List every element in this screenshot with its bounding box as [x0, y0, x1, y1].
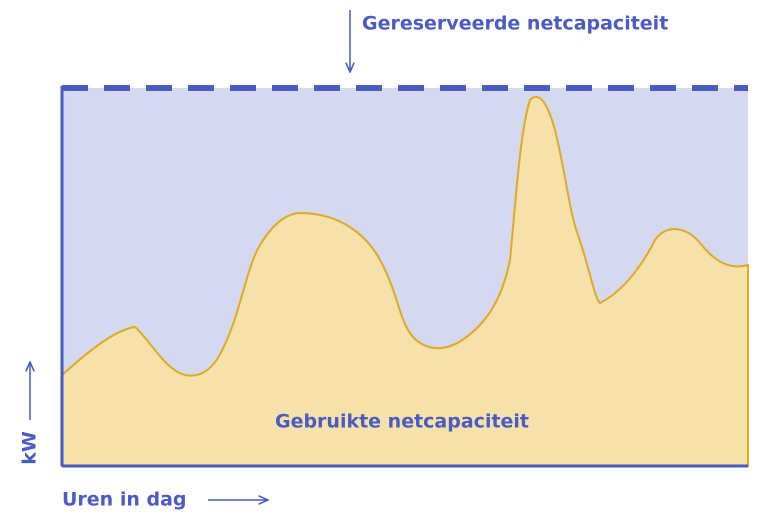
x-axis-label: Uren in dag	[62, 489, 187, 511]
y-axis-label: kW	[19, 431, 41, 465]
reserved-label: Gereserveerde netcapaciteit	[362, 13, 668, 35]
usage-area	[61, 95, 749, 467]
used-label: Gebruikte netcapaciteit	[275, 411, 529, 433]
